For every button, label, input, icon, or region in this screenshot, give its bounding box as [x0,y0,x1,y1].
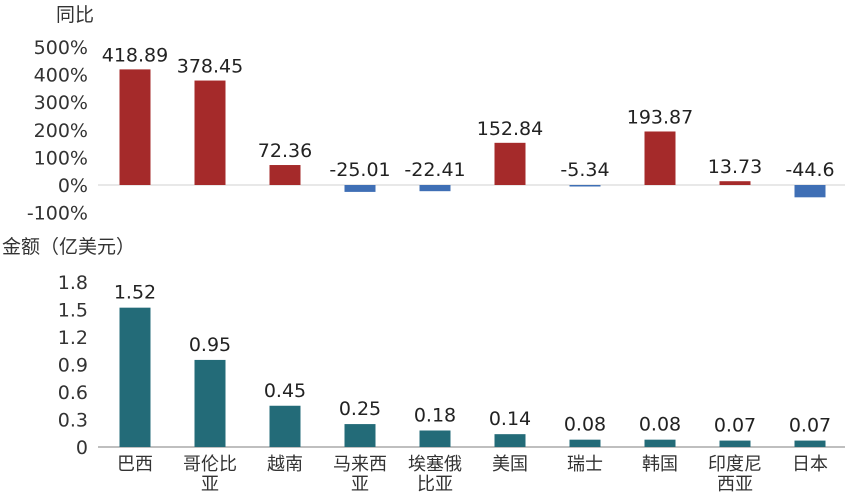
x-category-label: 西亚 [717,474,753,493]
bottom-data-label: 0.07 [714,415,756,437]
bottom-bar [269,405,301,447]
top-bar [194,80,226,185]
bottom-data-label: 0.95 [189,334,231,356]
top-panel-ylabel: 同比 [56,4,95,26]
bottom-data-label: 0.45 [264,380,306,402]
top-data-label: 152.84 [477,118,543,140]
top-data-label: -5.34 [560,159,609,181]
top-bar [569,185,601,187]
x-category-label: 印度尼 [708,454,762,475]
bottom-bar [194,359,226,447]
x-category-label: 马来西 [333,454,387,475]
x-category-label: 瑞士 [567,454,603,475]
bottom-data-label: 0.18 [414,405,456,427]
bottom-data-label: 1.52 [114,282,156,304]
top-data-label: 418.89 [102,44,168,66]
top-bar [644,131,676,185]
top-ytick-label: 0% [58,175,88,197]
bottom-bar [569,439,601,447]
top-ytick-label: 300% [34,92,88,114]
top-data-label: 72.36 [258,140,312,162]
top-bar [794,185,826,198]
bottom-bar [344,424,376,447]
bottom-bar [419,430,451,447]
top-bar [344,185,376,192]
bottom-ytick-label: 0.6 [58,382,88,404]
bottom-ytick-label: 0 [76,437,88,459]
x-category-label: 日本 [792,454,828,475]
bottom-data-label: 0.08 [564,414,606,436]
top-data-label: 378.45 [177,56,243,78]
x-category-label: 亚 [201,474,219,493]
x-category-label: 巴西 [117,454,153,475]
top-data-label: 193.87 [627,106,693,128]
bottom-ytick-label: 0.9 [58,355,88,377]
top-data-label: -44.6 [785,159,834,181]
top-ytick-label: -100% [27,203,88,225]
top-data-label: 13.73 [708,156,762,178]
top-bar [719,181,751,185]
bottom-bar [644,439,676,447]
bottom-data-label: 0.25 [339,398,381,420]
x-category-label: 比亚 [417,474,453,493]
top-bar [119,69,151,185]
x-category-label: 韩国 [642,454,678,475]
top-data-label: -25.01 [329,159,390,181]
bottom-data-label: 0.07 [789,415,831,437]
x-category-label: 埃塞俄 [408,454,462,475]
top-bar [269,165,301,185]
bottom-data-label: 0.14 [489,408,531,430]
x-category-label: 哥伦比 [183,454,237,475]
bottom-ytick-label: 1.8 [58,272,88,294]
top-ytick-label: 100% [34,147,88,169]
top-ytick-label: 400% [34,65,88,87]
bottom-panel-ylabel: 金额（亿美元） [2,236,136,258]
bottom-data-label: 0.08 [639,414,681,436]
x-category-label: 亚 [351,474,369,493]
bottom-bar [119,307,151,447]
x-category-label: 美国 [492,454,528,475]
top-bar [494,142,526,185]
top-ytick-label: 200% [34,120,88,142]
bottom-bar [794,440,826,447]
bottom-bar [494,434,526,447]
bottom-ytick-label: 1.2 [58,327,88,349]
bottom-bar [719,440,751,447]
top-data-label: -22.41 [404,159,465,181]
bottom-ytick-label: 1.5 [58,300,88,322]
x-category-label: 越南 [267,454,303,475]
top-bar [419,185,451,192]
top-ytick-label: 500% [34,37,88,59]
bottom-ytick-label: 0.3 [58,410,88,432]
